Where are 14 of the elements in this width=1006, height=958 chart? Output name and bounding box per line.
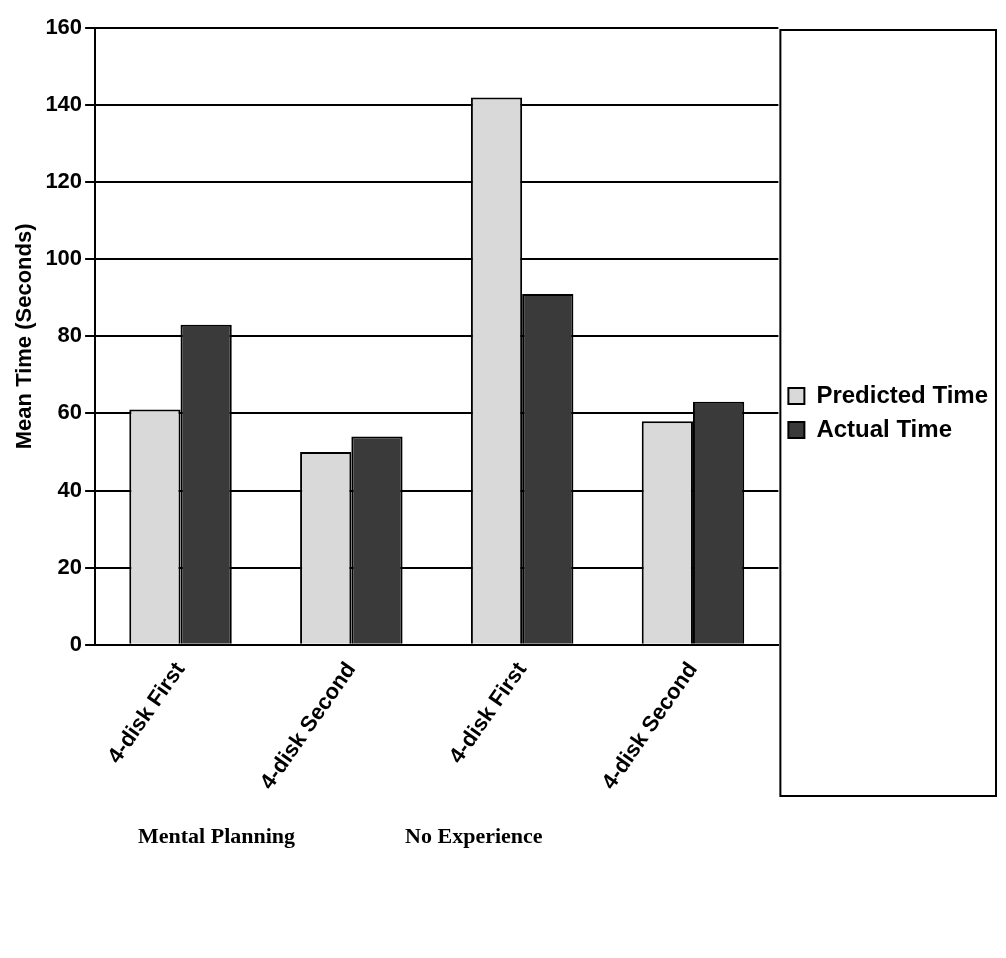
y-tick-label: 160 xyxy=(45,14,83,40)
text: No Experience xyxy=(405,823,543,849)
text: Mental Planning xyxy=(138,823,296,849)
y-tick-label: 60 xyxy=(57,399,83,425)
y-tick-label: 20 xyxy=(57,553,83,579)
y-tick-label: 140 xyxy=(45,91,83,117)
y-tick-label: 0 xyxy=(69,630,83,656)
legend-label: Actual Time xyxy=(816,414,952,442)
legend-label: Predicted Time xyxy=(816,380,988,408)
y-tick-label: 100 xyxy=(45,245,83,271)
y-tick-label: 80 xyxy=(57,322,83,348)
y-tick-label: 40 xyxy=(57,476,83,502)
y-tick-label: 120 xyxy=(45,168,83,194)
y-axis-title: Mean Time (Seconds) xyxy=(11,223,37,450)
